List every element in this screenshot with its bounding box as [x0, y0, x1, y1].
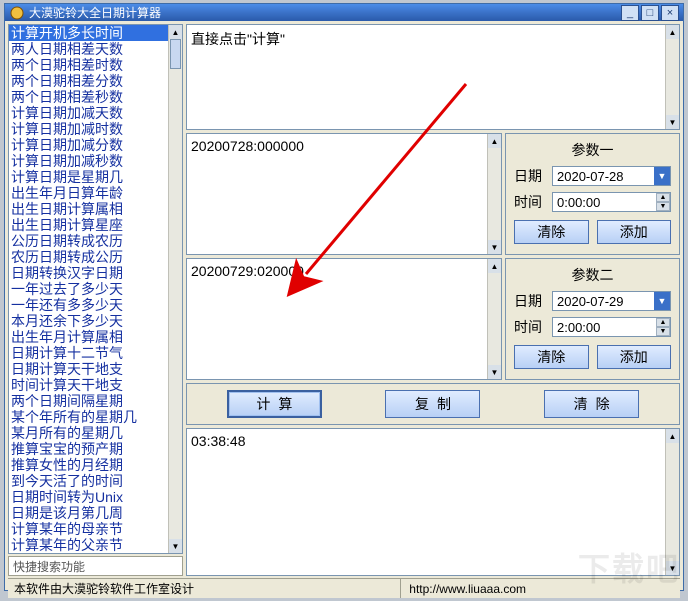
sidebar-item[interactable]: 两个日期相差分数 [9, 73, 182, 89]
sidebar-item[interactable]: 日期计算十二节气 [9, 345, 182, 361]
statusbar-left: 本软件由大漠驼铃软件工作室设计 [14, 579, 202, 598]
param1-date-label: 日期 [514, 166, 546, 186]
spin-down-icon[interactable]: ▼ [656, 327, 670, 336]
chevron-down-icon[interactable]: ▼ [654, 292, 670, 310]
sidebar-item[interactable]: 日期时间转为Unix [9, 489, 182, 505]
sidebar-item[interactable]: 某月所有的星期几 [9, 425, 182, 441]
param1-panel: 参数一 日期 2020-07-28 ▼ 时间 0:00:00 [505, 133, 680, 255]
statusbar-url: http://www.liuaaa.com [400, 579, 534, 598]
titlebar: 大漠驼铃大全日期计算器 _ □ × [5, 4, 683, 21]
sidebar-item[interactable]: 推算宝宝的预产期 [9, 441, 182, 457]
spin-up-icon[interactable]: ▲ [656, 193, 670, 202]
param2-title: 参数二 [514, 265, 671, 285]
sidebar-item[interactable]: 两个日期相差秒数 [9, 89, 182, 105]
sidebar-item[interactable]: 计算某年的母亲节 [9, 521, 182, 537]
maximize-button[interactable]: □ [641, 5, 659, 21]
param1-clear-button[interactable]: 清除 [514, 220, 589, 244]
param1-time-value: 0:00:00 [557, 195, 600, 210]
sidebar-item[interactable]: 公历日期转成农历 [9, 233, 182, 249]
instruction-text: 直接点击"计算" [191, 31, 285, 47]
sidebar-item[interactable]: 两个日期相差时数 [9, 57, 182, 73]
sidebar-item[interactable]: 两个日期间隔星期 [9, 393, 182, 409]
sidebar-item[interactable]: 到今天活了的时间 [9, 473, 182, 489]
param1-time-label: 时间 [514, 192, 546, 212]
param2-date-label: 日期 [514, 291, 546, 311]
clear-button[interactable]: 清除 [544, 390, 639, 418]
spin-down-icon[interactable]: ▼ [656, 202, 670, 211]
sidebar-item[interactable]: 出生日期计算星座 [9, 217, 182, 233]
sidebar-item[interactable]: 农历日期转成公历 [9, 249, 182, 265]
result-text: 03:38:48 [191, 433, 246, 449]
sidebar-item[interactable]: 计算日期加减时数 [9, 121, 182, 137]
action-row: 计算 复制 清除 [186, 383, 680, 425]
param2-clear-button[interactable]: 清除 [514, 345, 589, 369]
spin-up-icon[interactable]: ▲ [656, 318, 670, 327]
param2-panel: 参数二 日期 2020-07-29 ▼ 时间 2:00:00 [505, 258, 680, 380]
param2-date-value: 2020-07-29 [557, 294, 624, 309]
param1-textarea-value: 20200728:000000 [191, 138, 304, 154]
sidebar-item[interactable]: 计算日期加减秒数 [9, 153, 182, 169]
quick-search-placeholder: 快捷搜索功能 [13, 558, 85, 575]
close-button[interactable]: × [661, 5, 679, 21]
param1-date-input[interactable]: 2020-07-28 ▼ [552, 166, 671, 186]
param2-time-label: 时间 [514, 317, 546, 337]
textarea-scrollbar[interactable]: ▲▼ [665, 429, 679, 575]
copy-button[interactable]: 复制 [385, 390, 480, 418]
sidebar-item[interactable]: 出生年月日算年龄 [9, 185, 182, 201]
sidebar-item[interactable]: 推算女性的月经期 [9, 457, 182, 473]
window-title: 大漠驼铃大全日期计算器 [29, 4, 619, 21]
sidebar-item[interactable]: 本月还余下多少天 [9, 313, 182, 329]
param2-date-input[interactable]: 2020-07-29 ▼ [552, 291, 671, 311]
sidebar-item[interactable]: 出生日期计算属相 [9, 201, 182, 217]
instruction-textarea[interactable]: 直接点击"计算" ▲▼ [186, 24, 680, 130]
sidebar-item[interactable]: 日期转换汉字日期 [9, 265, 182, 281]
scroll-up-icon[interactable]: ▲ [169, 25, 182, 39]
textarea-scrollbar[interactable]: ▲▼ [487, 134, 501, 254]
sidebar-item[interactable]: 计算开机多长时间 [9, 25, 182, 41]
sidebar-scrollbar[interactable]: ▲ ▼ [168, 25, 182, 553]
sidebar-item[interactable]: 计算日期是星期几 [9, 169, 182, 185]
sidebar-item[interactable]: 两人日期相差天数 [9, 41, 182, 57]
param2-textarea-value: 20200729:020000 [191, 263, 304, 279]
param1-title: 参数一 [514, 140, 671, 160]
sidebar-item[interactable]: 一年还有多多少天 [9, 297, 182, 313]
scroll-thumb[interactable] [170, 39, 181, 69]
chevron-down-icon[interactable]: ▼ [654, 167, 670, 185]
sidebar-item[interactable]: 出生年月计算属相 [9, 329, 182, 345]
param2-time-input[interactable]: 2:00:00 ▲▼ [552, 317, 671, 337]
sidebar-item[interactable]: 计算某年的父亲节 [9, 537, 182, 553]
param2-textarea[interactable]: 20200729:020000 ▲▼ [186, 258, 502, 380]
sidebar-item[interactable]: 日期是该月第几周 [9, 505, 182, 521]
param1-date-value: 2020-07-28 [557, 169, 624, 184]
param1-textarea[interactable]: 20200728:000000 ▲▼ [186, 133, 502, 255]
scroll-down-icon[interactable]: ▼ [169, 539, 182, 553]
sidebar-item[interactable]: 时间计算天干地支 [9, 377, 182, 393]
textarea-scrollbar[interactable]: ▲▼ [487, 259, 501, 379]
textarea-scrollbar[interactable]: ▲▼ [665, 25, 679, 129]
calculate-button[interactable]: 计算 [227, 390, 322, 418]
quick-search-input[interactable]: 快捷搜索功能 [8, 556, 183, 576]
sidebar-item[interactable]: 一年过去了多少天 [9, 281, 182, 297]
sidebar-item[interactable]: 计算日期加减天数 [9, 105, 182, 121]
statusbar: 本软件由大漠驼铃软件工作室设计 http://www.liuaaa.com [8, 578, 680, 598]
param1-add-button[interactable]: 添加 [597, 220, 672, 244]
app-icon [9, 5, 25, 21]
result-textarea[interactable]: 03:38:48 ▲▼ [186, 428, 680, 576]
sidebar-item[interactable]: 计算日期加减分数 [9, 137, 182, 153]
param1-time-input[interactable]: 0:00:00 ▲▼ [552, 192, 671, 212]
sidebar-item[interactable]: 某个年所有的星期几 [9, 409, 182, 425]
function-sidebar[interactable]: 计算开机多长时间两人日期相差天数两个日期相差时数两个日期相差分数两个日期相差秒数… [8, 24, 183, 554]
sidebar-item[interactable]: 日期计算天干地支 [9, 361, 182, 377]
minimize-button[interactable]: _ [621, 5, 639, 21]
param2-time-value: 2:00:00 [557, 320, 600, 335]
param2-add-button[interactable]: 添加 [597, 345, 672, 369]
